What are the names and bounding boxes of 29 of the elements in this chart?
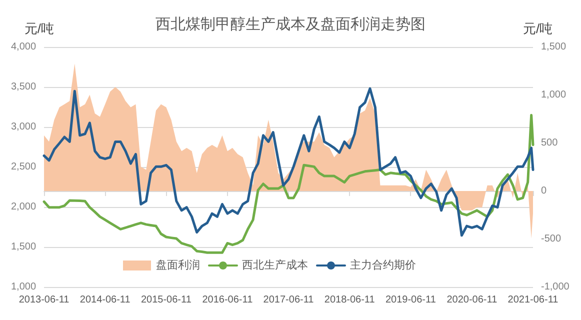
x-tick-label: 2018-06-11 <box>324 294 376 306</box>
y-tick-label: 2,000 <box>10 202 36 212</box>
line-series <box>42 114 534 254</box>
y-axis-title: 元/吨 <box>24 21 54 36</box>
legend-label: 盘面利润 <box>156 258 200 272</box>
y2-tick-label: 1,500 <box>541 42 566 52</box>
chart-title: 西北煤制甲醇生产成本及盘面利润走势图 <box>156 16 426 33</box>
y-tick-label: 1,000 <box>10 282 36 292</box>
y2-tick-label: 1,000 <box>541 90 566 100</box>
y2-axis-title: 元/吨 <box>523 21 553 36</box>
y2-tick-label: 0 <box>541 186 547 196</box>
y2-tick-label: -500 <box>541 234 562 244</box>
y-tick-label: 1,500 <box>10 242 36 252</box>
x-tick-label: 2020-06-11 <box>446 294 498 306</box>
x-tick-label: 2013-06-11 <box>18 294 70 306</box>
legend-label: 主力合约期价 <box>350 258 416 272</box>
y-tick-label: 3,000 <box>10 122 36 132</box>
y2-tick-label: 500 <box>541 138 558 148</box>
x-tick-label: 2014-06-11 <box>80 294 131 306</box>
x-tick-label: 2017-06-11 <box>263 294 314 306</box>
y-tick-label: 3,500 <box>10 82 36 92</box>
x-tick-label: 2019-06-11 <box>385 294 436 306</box>
x-tick-label: 2021-06-11 <box>508 294 559 306</box>
x-tick-label: 2015-06-11 <box>140 294 192 306</box>
legend-label: 西北生产成本 <box>242 258 308 272</box>
y-tick-label: 2,500 <box>10 162 36 172</box>
y2-tick-label: -1,000 <box>541 282 570 292</box>
y-tick-label: 4,000 <box>10 42 36 52</box>
x-tick-label: 2016-06-11 <box>202 294 254 306</box>
